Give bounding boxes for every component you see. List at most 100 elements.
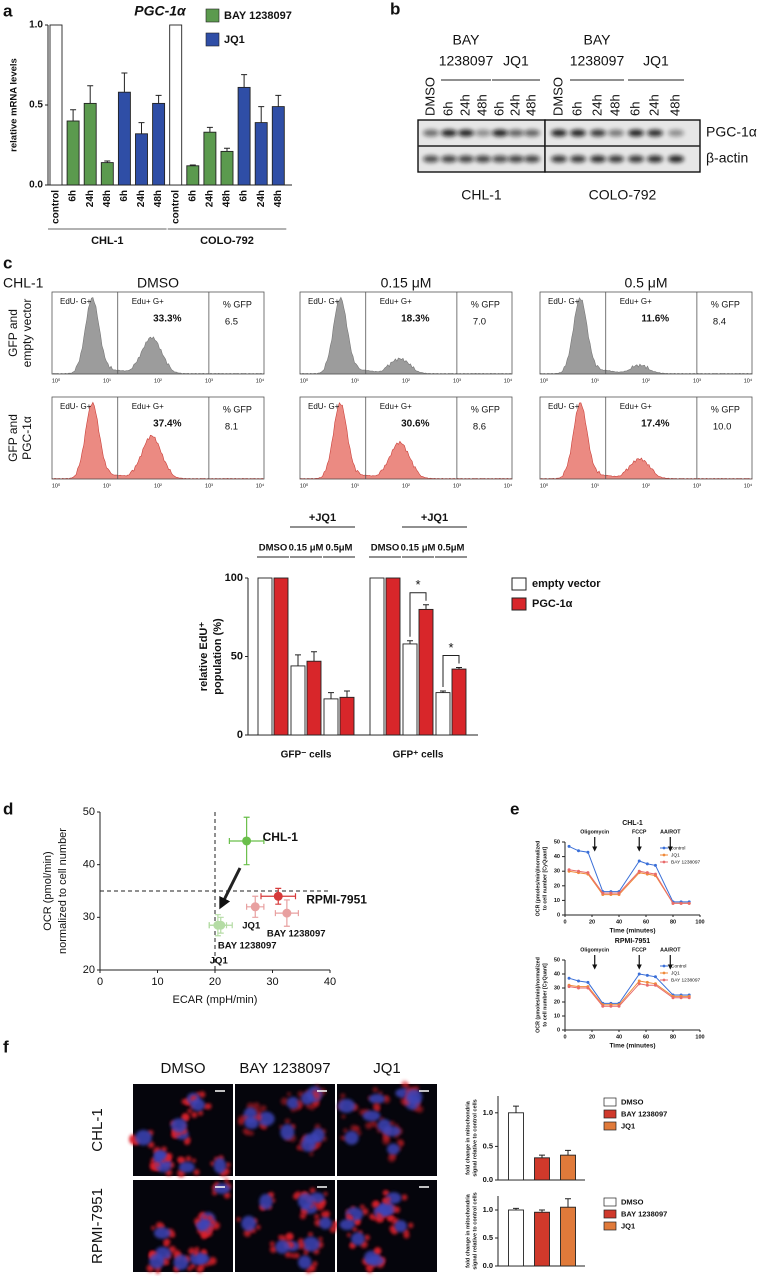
point-label: BAY 1238097 [267,929,326,940]
panel-letter: c [3,253,12,272]
nucleus [257,1111,275,1127]
y-tick-label: 0 [557,1027,560,1033]
chart-title: PGC-1α [134,3,187,19]
blot-band [508,155,524,163]
blot-band [524,155,540,163]
bar [273,577,289,736]
blot-band [608,155,624,163]
point [645,862,649,866]
y-tick-label: 20 [554,883,560,889]
gate-label: EdU- G+ [548,297,580,306]
error-bar [138,122,145,134]
mitochondria [372,1087,379,1093]
blot-band [475,155,491,163]
point [601,1004,605,1008]
y-tick-label: 10 [554,1013,560,1019]
axis-tick-label: 10⁰ [52,377,61,384]
bar [290,665,306,736]
point [653,863,657,867]
point [671,996,675,1000]
x-tick-label: 20 [209,976,221,988]
mitochondria [369,1213,375,1220]
point [567,976,571,980]
mitochondria [341,1114,346,1119]
category-label: 0.15 μM [289,543,324,554]
mitochondria [193,1249,200,1256]
blot-band [423,155,439,163]
x-tick-label: 6h [239,190,250,202]
nucleus [344,1130,359,1145]
lane-label: 6h [627,102,642,116]
point [653,975,657,979]
bar [560,1154,576,1181]
mitochondria [309,1187,316,1194]
histogram [51,297,265,375]
mitochondria [387,1154,396,1163]
point [679,996,683,1000]
bar [257,577,273,736]
treatment-label: BAY [453,32,481,48]
bar [435,692,451,736]
mitochondria [269,1245,277,1253]
point [637,979,641,983]
mitochondria [280,1097,289,1106]
plot-frame [51,291,265,375]
x-tick-label: 0 [563,1034,566,1040]
mitochondria [202,1214,208,1220]
annotation-label: AA/ROT [660,829,681,835]
nucleus [301,1092,314,1105]
y-axis-label: fold change in mitochondria [465,1193,471,1268]
error-bar [258,106,265,123]
mitochondria [269,1241,275,1247]
mitochondria [323,1210,331,1218]
lane-label: 24h [457,94,472,116]
nucleus [214,1183,231,1194]
axis-tick-label: 10² [402,378,410,384]
nucleus [297,1193,314,1209]
mitochondria [346,1213,351,1218]
condition-label: 0.15 μM [381,275,432,291]
error-bar [344,690,350,698]
gate-label: Edu+ G+ [380,402,412,411]
blot-band [628,129,644,137]
plot-frame [299,396,513,480]
error-bar [311,651,317,662]
legend-swatch [603,1097,617,1107]
nucleus [406,1089,423,1106]
x-tick-label: 0 [97,976,103,988]
treatment-label: JQ1 [373,1060,401,1077]
blot-band [475,129,491,137]
nucleus [241,1215,257,1232]
gate-label: % GFP [471,404,500,414]
axis-tick-label: 10³ [693,378,701,384]
x-tick-label: control [170,190,181,224]
point [645,973,649,977]
gate-label: Edu+ G+ [380,297,412,306]
mitochondria [237,1118,245,1126]
bar [237,86,251,186]
x-tick-label: control [51,190,62,224]
y-tick-label: 40 [83,859,95,871]
error-bar [565,1198,571,1208]
legend-label: DMSO [621,1097,644,1106]
bar [220,150,234,186]
plot-frame [51,396,265,480]
mitochondria [151,1225,156,1231]
mitochondria [209,1219,216,1226]
axis-tick-label: 10⁰ [300,377,309,384]
plot-frame [299,291,513,375]
mitochondria [197,1110,204,1116]
bar [508,1112,524,1181]
x-tick-label: 100 [695,919,704,925]
x-tick-label: 30 [266,976,278,988]
axis-tick-label: 10² [642,378,650,384]
lane-label: 48h [474,94,489,116]
percent-label: 11.6% [641,314,669,325]
axis-tick-label: 10² [402,483,410,489]
y-tick-label: 40 [554,854,560,860]
mitochondria [193,1169,200,1176]
mitochondria [236,1217,241,1222]
point [273,891,283,901]
axis-tick-label: 10⁰ [540,377,549,384]
